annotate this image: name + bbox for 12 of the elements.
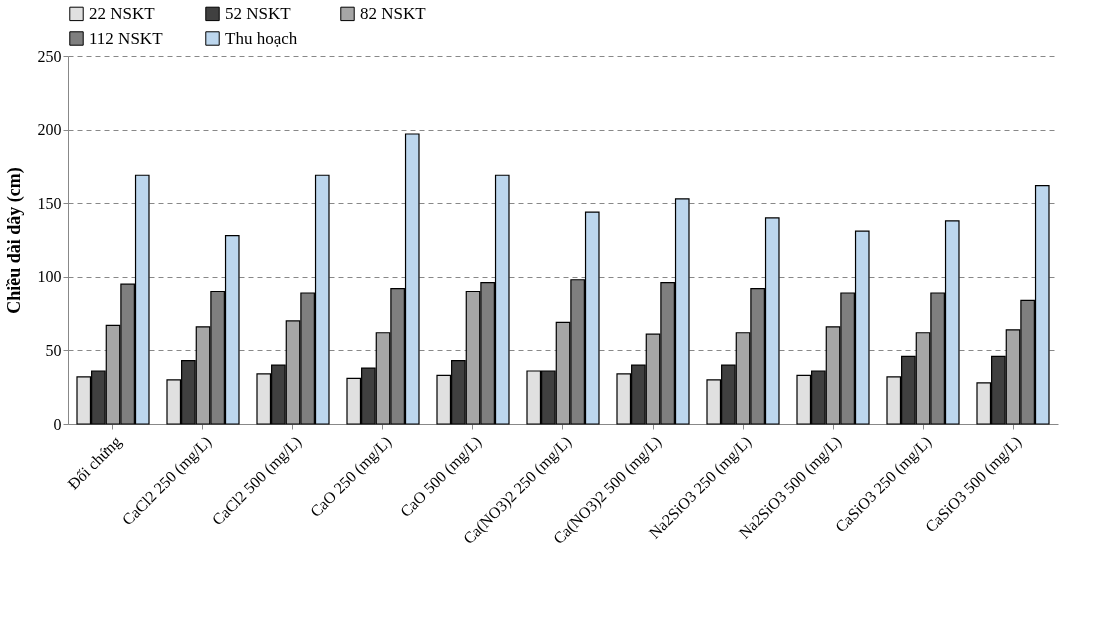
y-tick-label: 250 xyxy=(37,47,62,65)
y-tick-label: 50 xyxy=(45,341,62,359)
legend-label: 112 NSKT xyxy=(89,28,164,48)
y-tick-label: 200 xyxy=(37,121,62,139)
y-axis-title: Chiều dài dây (cm) xyxy=(3,167,25,314)
legend-label: 82 NSKT xyxy=(360,3,427,23)
legend-label: Thu hoạch xyxy=(225,28,298,48)
y-tick-label: 150 xyxy=(37,194,62,212)
legend-label: 52 NSKT xyxy=(225,3,292,23)
legend-label: 22 NSKT xyxy=(89,3,156,23)
y-tick-label: 0 xyxy=(53,415,62,433)
y-tick-label: 100 xyxy=(37,268,62,286)
